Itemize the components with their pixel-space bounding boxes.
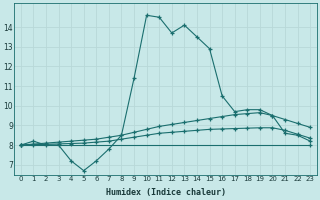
X-axis label: Humidex (Indice chaleur): Humidex (Indice chaleur) [106, 188, 226, 197]
